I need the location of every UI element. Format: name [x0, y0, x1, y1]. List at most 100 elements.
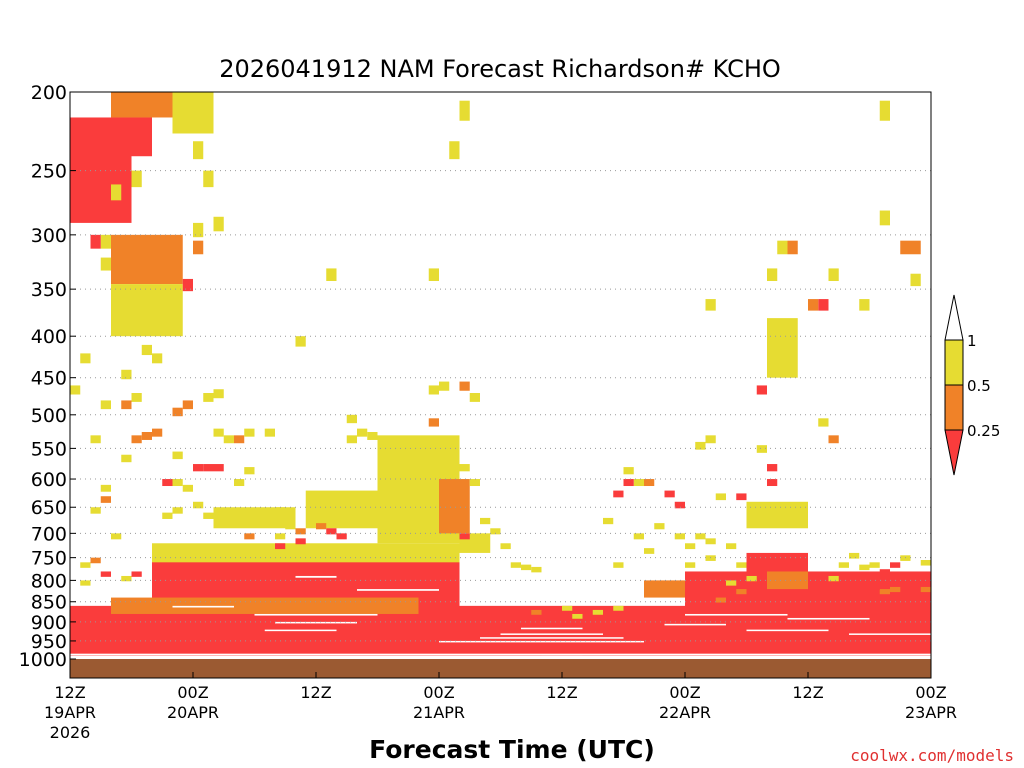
credit-label: coolwx.com/models [850, 746, 1014, 765]
ri-cell-87 [213, 389, 224, 399]
legend-swatch-gt1 [944, 294, 964, 341]
ri-cell-64 [828, 575, 839, 582]
ri-cell-114 [490, 528, 501, 535]
x-tick-label-7: 00Z [915, 683, 946, 702]
legend-swatch-0.5-1 [944, 339, 964, 386]
x-tick-date-0: 19APR [44, 703, 96, 722]
ri-cell-6 [910, 273, 921, 287]
y-tick-label-550: 550 [31, 438, 67, 460]
ri-cell-48 [736, 562, 747, 568]
ri-cell-46 [685, 562, 696, 568]
ri-cell-36 [633, 533, 644, 540]
plot-frame [69, 91, 932, 679]
ri-cell-40 [613, 562, 624, 568]
ri-cell-20 [818, 418, 829, 427]
ri-cell-124 [275, 543, 286, 550]
ri-region-18 [767, 318, 798, 378]
ri-cell-65 [90, 507, 101, 514]
ri-gap-15 [295, 575, 337, 578]
ri-cell-149 [346, 414, 357, 424]
ri-cell-57 [890, 562, 901, 568]
ri-cell-105 [367, 431, 378, 440]
ri-cell-35 [623, 467, 634, 475]
ri-cell-117 [521, 564, 532, 571]
ri-cell-138 [152, 353, 163, 364]
ri-cell-116 [510, 562, 521, 568]
ri-cell-62 [859, 580, 870, 586]
ri-cell-60 [879, 589, 890, 595]
ri-cell-7 [326, 268, 337, 282]
ri-cell-80 [213, 464, 224, 472]
ri-gap-1 [275, 621, 357, 624]
ri-cell-108 [439, 381, 450, 391]
ri-cell-102 [275, 533, 286, 540]
ri-cell-25 [767, 479, 778, 487]
ri-cell-107 [428, 385, 439, 395]
ri-cell-150 [541, 613, 552, 619]
ri-cell-155 [592, 609, 603, 615]
ri-cell-47 [726, 543, 737, 550]
ri-cell-27 [664, 490, 675, 498]
ri-cell-120 [316, 523, 327, 530]
ri-cell-161 [736, 589, 747, 595]
y-tick-label-300: 300 [31, 225, 67, 247]
ri-region-6 [439, 479, 470, 534]
ri-cell-162 [715, 597, 726, 603]
ri-cell-44 [705, 538, 716, 545]
ri-cell-132 [131, 571, 142, 577]
ri-cell-111 [459, 464, 470, 472]
ri-cell-76 [152, 428, 163, 437]
ri-cell-88 [162, 512, 173, 519]
ri-cell-52 [869, 562, 880, 568]
x-axis-label: Forecast Time (UTC) [369, 735, 655, 764]
ri-cell-144 [100, 257, 111, 271]
ri-gap-17 [849, 633, 931, 635]
ri-cell-16 [808, 299, 819, 311]
ri-cell-129 [100, 571, 111, 577]
ri-cell-126 [254, 548, 265, 554]
ri-cell-58 [910, 582, 921, 588]
y-tick-label-700: 700 [31, 523, 67, 545]
ri-cell-8 [428, 268, 439, 282]
ri-cell-131 [121, 575, 132, 582]
ri-gap-8 [685, 613, 788, 616]
ri-cell-15 [818, 299, 829, 311]
ri-cell-91 [203, 512, 214, 519]
ri-cell-159 [746, 575, 757, 582]
ri-cell-119 [459, 533, 470, 540]
ri-cell-78 [193, 464, 204, 472]
ri-cell-141 [213, 216, 224, 232]
ri-cell-104 [357, 428, 368, 437]
ri-cell-98 [244, 467, 255, 475]
ri-cell-75 [141, 431, 152, 440]
ri-cell-11 [705, 299, 716, 311]
ground-layer [70, 659, 931, 678]
ri-cell-113 [480, 517, 491, 525]
x-tick-label-1: 00Z [177, 683, 208, 702]
ri-cell-103 [346, 435, 357, 444]
ri-cell-160 [726, 580, 737, 586]
ri-cell-13 [787, 240, 798, 255]
legend-label-2: 0.25 [967, 422, 1000, 440]
ri-cell-85 [172, 451, 183, 460]
x-tick-label-2: 12Z [300, 683, 331, 702]
plot-area [70, 92, 931, 678]
y-tick-label-500: 500 [31, 405, 67, 427]
ri-cell-93 [223, 435, 234, 444]
x-tick-date-7: 23APR [905, 703, 957, 722]
y-tick-label-250: 250 [31, 161, 67, 183]
ri-cell-51 [859, 564, 870, 571]
ri-gap-5 [500, 633, 603, 635]
ri-cell-133 [70, 385, 81, 395]
ri-cell-90 [193, 501, 204, 509]
ri-region-13 [111, 92, 173, 118]
ri-cell-109 [459, 381, 470, 391]
ri-gap-2 [264, 629, 337, 632]
y-tick-label-750: 750 [31, 548, 67, 570]
ri-cell-94 [234, 435, 245, 444]
ri-cell-19 [756, 385, 767, 395]
ri-cell-1 [449, 141, 460, 160]
ri-cell-39 [603, 517, 614, 525]
ri-cell-70 [131, 393, 142, 402]
